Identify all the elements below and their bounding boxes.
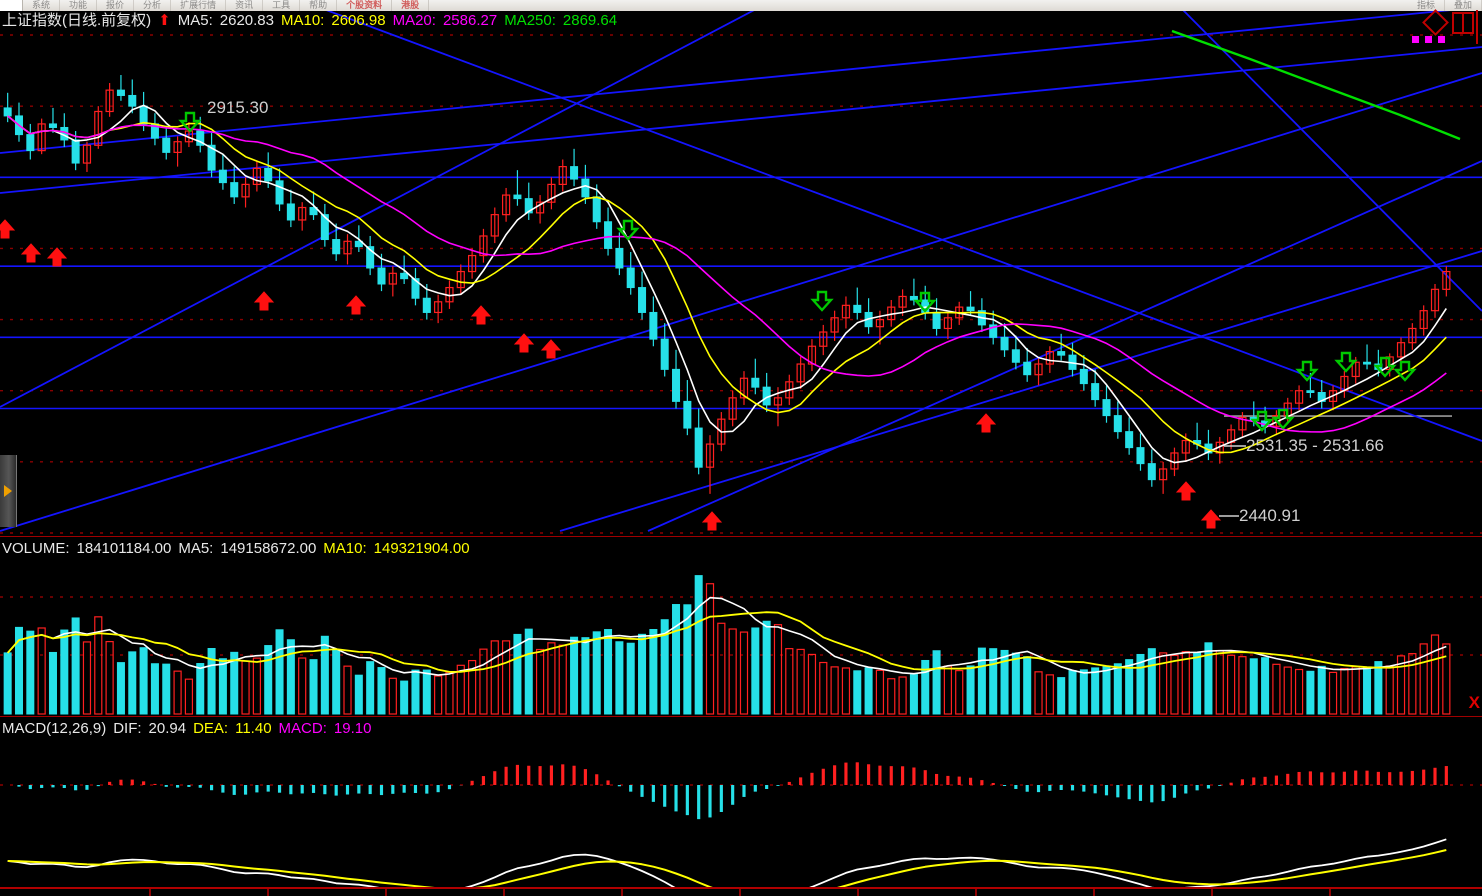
volume-value: 184101184.00 bbox=[76, 540, 172, 557]
ma250-label: MA250: bbox=[504, 12, 556, 29]
instrument-title[interactable]: 上证指数(日线.前复权) bbox=[2, 12, 152, 29]
ma5-label: MA5: bbox=[177, 12, 213, 29]
panel-divider-2 bbox=[0, 716, 1482, 717]
price-panel-legend: 上证指数(日线.前复权) ⬆ MA5: 2620.83 MA10: 2606.98 MA20… bbox=[2, 12, 624, 29]
svg-text:2531.35 - 2531.66: 2531.35 - 2531.66 bbox=[1246, 436, 1384, 455]
dot-icon-1[interactable] bbox=[1412, 36, 1419, 43]
vertical-line-tool-icon[interactable] bbox=[1476, 10, 1478, 44]
menu-item-2[interactable]: 报价 bbox=[97, 0, 135, 11]
dea-value: 11.40 bbox=[235, 720, 272, 737]
time-axis-canvas bbox=[0, 887, 1482, 896]
macd-chart-canvas[interactable] bbox=[0, 717, 1482, 887]
panel-divider-1 bbox=[0, 536, 1482, 537]
ma10-value: 2606.98 bbox=[331, 12, 386, 29]
volume-label[interactable]: VOLUME: bbox=[2, 540, 70, 557]
diamond-tool-icon[interactable] bbox=[1422, 9, 1449, 36]
volume-ma5-value: 149158672.00 bbox=[220, 540, 317, 557]
svg-text:2915.30: 2915.30 bbox=[207, 98, 268, 117]
rectangle-tool-icon[interactable] bbox=[1452, 12, 1474, 34]
ma20-value: 2586.27 bbox=[442, 12, 498, 29]
toolbar-right-item-1[interactable]: 叠加 bbox=[1445, 0, 1482, 11]
dots-tool-group[interactable] bbox=[1412, 36, 1445, 43]
menu-item-4[interactable]: 扩展行情 bbox=[171, 0, 227, 11]
macd-hist-value: 19.10 bbox=[333, 720, 372, 737]
price-chart-panel[interactable]: 2915.30 2531.35 - 2531.66 2440.91 bbox=[0, 11, 1482, 537]
svg-text:2440.91: 2440.91 bbox=[1239, 506, 1300, 525]
menu-item-5[interactable]: 资讯 bbox=[226, 0, 264, 11]
toolbar-right-item-0[interactable]: 指标 bbox=[1408, 0, 1445, 11]
app-logo bbox=[0, 0, 23, 11]
hot-item-1[interactable]: 港股 bbox=[392, 0, 430, 11]
macd-chart-panel[interactable] bbox=[0, 717, 1482, 887]
toolbar-right-group: 指标 叠加 bbox=[1408, 0, 1482, 11]
dif-value: 20.94 bbox=[148, 720, 187, 737]
menu-item-0[interactable]: 系统 bbox=[23, 0, 61, 11]
dif-label: DIF: bbox=[113, 720, 142, 737]
close-icon[interactable]: X bbox=[1468, 693, 1480, 712]
menu-item-6[interactable]: 工具 bbox=[263, 0, 301, 11]
price-chart-canvas[interactable]: 2915.30 2531.35 - 2531.66 2440.91 bbox=[0, 11, 1482, 537]
hot-item-0[interactable]: 个股资料 bbox=[337, 0, 393, 11]
dot-icon-2[interactable] bbox=[1425, 36, 1432, 43]
volume-ma5-label: MA5: bbox=[178, 540, 214, 557]
menu-item-1[interactable]: 功能 bbox=[60, 0, 98, 11]
volume-ma10-value: 149321904.00 bbox=[373, 540, 470, 557]
time-axis bbox=[0, 887, 1482, 896]
ma10-label: MA10: bbox=[281, 12, 325, 29]
ma250-value: 2869.64 bbox=[562, 12, 618, 29]
ma20-label: MA20: bbox=[392, 12, 436, 29]
up-arrow-icon: ⬆ bbox=[158, 12, 171, 29]
volume-chart-canvas[interactable] bbox=[0, 537, 1482, 717]
drawing-tools-group[interactable] bbox=[1408, 9, 1478, 48]
macd-panel-legend: MACD(12,26,9) DIF: 20.94 DEA: 11.40 MACD: 19.1… bbox=[2, 720, 378, 737]
volume-panel-legend: VOLUME: 184101184.00 MA5: 149158672.00 MA10:… bbox=[2, 540, 477, 557]
volume-chart-panel[interactable] bbox=[0, 537, 1482, 717]
volume-ma10-label: MA10: bbox=[323, 540, 367, 557]
dot-icon-3[interactable] bbox=[1438, 36, 1445, 43]
left-flyout-tab[interactable] bbox=[0, 455, 17, 527]
macd-hist-label: MACD: bbox=[278, 720, 327, 737]
menu-item-3[interactable]: 分析 bbox=[134, 0, 172, 11]
chevron-right-icon bbox=[4, 485, 12, 497]
dea-label: DEA: bbox=[193, 720, 229, 737]
menu-item-7[interactable]: 帮助 bbox=[300, 0, 338, 11]
macd-title[interactable]: MACD(12,26,9) bbox=[2, 720, 107, 737]
ma5-value: 2620.83 bbox=[219, 12, 274, 29]
